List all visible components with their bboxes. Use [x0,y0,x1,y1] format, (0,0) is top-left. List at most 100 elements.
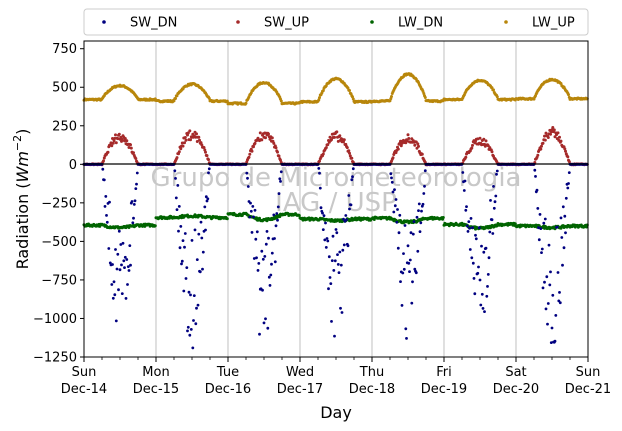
data-point-sw-dn [321,211,324,215]
y-tick-label: 750 [52,42,77,57]
data-point-sw-up [540,144,543,148]
data-point-sw-dn [252,215,255,219]
data-point-sw-up [464,155,468,159]
data-point-sw-up [552,128,556,132]
y-axis: 750 500 250 0 −250 −500 −750 −1000 −1250 [33,42,84,366]
data-point-sw-up [348,154,352,158]
data-point-sw-up [330,138,333,142]
data-point-sw-dn [420,209,423,213]
data-point-sw-dn [415,215,419,219]
data-point-sw-dn [482,250,486,254]
data-point-sw-dn [485,294,489,298]
data-point-sw-dn [246,176,249,180]
data-point-sw-dn [182,289,186,293]
data-point-sw-up [194,135,198,139]
data-point-sw-dn [471,261,475,265]
data-point-sw-dn [335,231,339,235]
data-point-sw-dn [273,260,277,264]
data-point-sw-dn [488,230,492,234]
data-point-sw-dn [463,179,467,183]
data-point-sw-up [564,149,567,153]
data-point-sw-dn [339,306,342,310]
data-point-sw-dn [418,230,422,234]
y-tick-label: −1000 [33,312,77,327]
data-point-sw-up [202,146,206,149]
data-point-sw-dn [255,256,258,260]
data-point-sw-up [549,132,552,136]
data-point-sw-up [471,143,474,147]
plot-area: Grupo de Micrometeorologia IAG / USP [82,40,589,358]
data-point-sw-up [197,135,201,139]
data-point-sw-dn [186,329,189,333]
data-point-sw-dn [468,248,472,251]
data-point-sw-dn [272,213,276,217]
data-point-sw-up [113,136,117,140]
data-point-sw-dn [538,213,542,216]
x-tick-label-date: Dec-14 [61,382,107,397]
data-point-sw-dn [464,208,468,212]
data-point-sw-dn [408,270,411,273]
data-point-sw-dn [421,202,425,206]
data-point-sw-dn [474,233,477,237]
data-point-sw-up [407,137,411,140]
data-point-sw-dn [205,199,209,203]
data-point-sw-up [324,146,328,150]
y-axis-title-suffix: ) [13,129,32,135]
data-point-sw-dn [545,275,549,279]
data-point-sw-dn [347,194,351,197]
data-point-sw-dn [126,283,129,286]
data-point-sw-dn [566,186,570,190]
data-point-sw-up [132,151,135,155]
legend-marker [370,20,374,24]
data-point-sw-dn [260,249,264,253]
data-point-lw-up [279,99,283,103]
data-point-sw-dn [125,258,129,261]
data-point-sw-dn [391,190,395,194]
data-point-sw-dn [337,271,341,274]
data-point-sw-dn [411,232,415,236]
x-axis: Sun Dec-14 Mon Dec-15 Tue Dec-16 Wed Dec-17 Thu D… [61,357,611,397]
data-point-sw-dn [390,180,394,184]
data-point-sw-dn [401,271,405,275]
data-point-sw-up [267,132,270,136]
data-point-sw-dn [115,267,119,271]
data-point-sw-dn [114,248,117,251]
data-point-sw-dn [473,292,477,296]
data-point-sw-dn [406,244,410,248]
y-tick-label: −750 [41,273,77,288]
data-point-sw-dn [477,265,480,269]
data-point-sw-dn [554,314,558,317]
data-point-sw-dn [258,332,261,336]
data-point-sw-dn [558,301,562,305]
data-point-sw-dn [278,177,282,181]
data-point-sw-up [470,146,474,150]
data-point-sw-up [129,146,133,150]
data-point-sw-dn [253,208,257,212]
data-point-sw-up [399,139,402,143]
data-point-sw-dn [116,252,120,256]
data-point-sw-up [396,147,400,151]
data-point-sw-dn [399,280,402,283]
data-point-sw-dn [555,225,559,229]
data-point-sw-dn [181,239,185,243]
data-point-sw-up [114,141,118,145]
data-point-sw-dn [135,171,139,175]
data-point-sw-dn [192,294,196,297]
data-point-sw-dn [113,293,117,297]
data-point-sw-dn [479,303,483,307]
data-point-sw-dn [276,218,279,222]
data-point-sw-dn [348,207,351,211]
data-point-sw-dn [204,228,207,232]
data-point-sw-dn [110,283,114,286]
data-point-sw-dn [333,334,336,338]
data-point-sw-dn [397,231,401,235]
data-point-sw-dn [567,171,571,175]
data-point-sw-dn [495,172,498,176]
data-point-sw-dn [393,188,396,192]
data-point-sw-up [348,151,351,155]
x-tick-label-day: Tue [216,365,239,380]
data-point-sw-up [399,144,403,148]
data-point-sw-dn [491,232,495,235]
data-point-sw-dn [414,271,418,275]
data-point-sw-up [556,131,560,135]
